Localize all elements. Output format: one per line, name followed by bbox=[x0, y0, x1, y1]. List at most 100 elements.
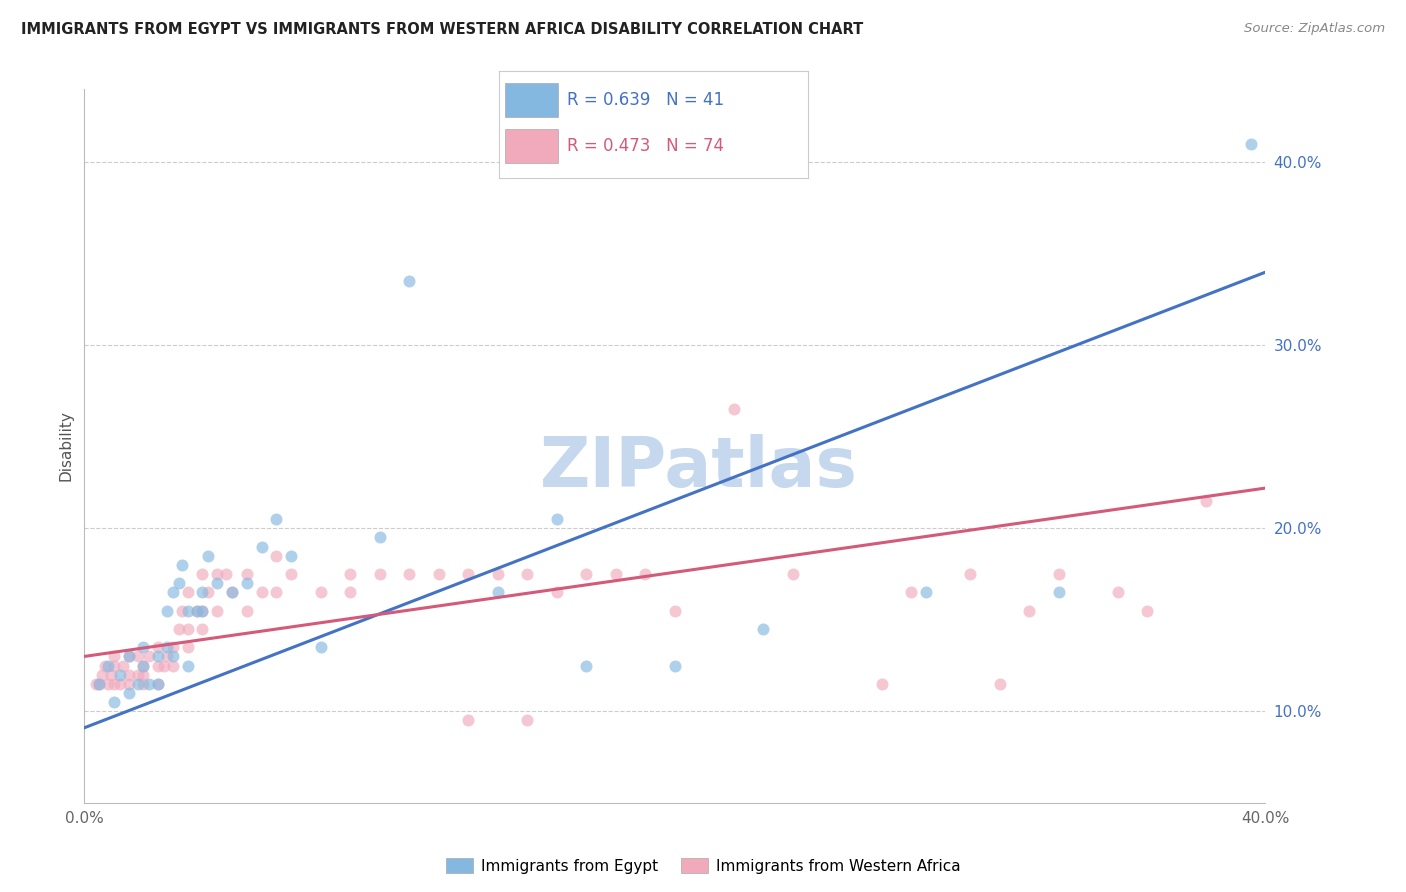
Point bbox=[148, 677, 170, 691]
Point bbox=[309, 640, 332, 655]
Point bbox=[118, 667, 141, 681]
Point bbox=[103, 695, 125, 709]
Point bbox=[368, 531, 391, 545]
Point bbox=[148, 658, 170, 673]
Point bbox=[457, 567, 479, 582]
Point bbox=[156, 640, 179, 655]
Point bbox=[664, 658, 686, 673]
Point bbox=[138, 649, 160, 664]
Point bbox=[914, 585, 936, 599]
Point bbox=[782, 567, 804, 582]
Point bbox=[664, 604, 686, 618]
Point bbox=[250, 540, 273, 554]
Point bbox=[1240, 137, 1263, 152]
Point bbox=[162, 658, 184, 673]
Point bbox=[1018, 604, 1040, 618]
Point bbox=[1047, 567, 1070, 582]
Point bbox=[264, 549, 288, 563]
Point bbox=[167, 576, 190, 591]
Text: IMMIGRANTS FROM EGYPT VS IMMIGRANTS FROM WESTERN AFRICA DISABILITY CORRELATION C: IMMIGRANTS FROM EGYPT VS IMMIGRANTS FROM… bbox=[21, 22, 863, 37]
Point bbox=[132, 640, 155, 655]
Point bbox=[205, 604, 228, 618]
Text: R = 0.473   N = 74: R = 0.473 N = 74 bbox=[567, 137, 724, 155]
Point bbox=[186, 604, 208, 618]
Point bbox=[177, 585, 200, 599]
Point bbox=[191, 604, 214, 618]
Point bbox=[177, 622, 200, 636]
Point bbox=[516, 567, 538, 582]
Point bbox=[250, 585, 273, 599]
Point bbox=[118, 677, 141, 691]
Point bbox=[959, 567, 981, 582]
Point bbox=[197, 549, 219, 563]
Point bbox=[118, 649, 141, 664]
Point bbox=[486, 585, 509, 599]
Point bbox=[605, 567, 627, 582]
Point bbox=[191, 604, 214, 618]
Point bbox=[516, 714, 538, 728]
Point bbox=[177, 640, 200, 655]
Point bbox=[153, 658, 176, 673]
Point bbox=[94, 658, 117, 673]
Point bbox=[221, 585, 243, 599]
Point bbox=[205, 567, 228, 582]
Point bbox=[127, 667, 149, 681]
Point bbox=[91, 667, 114, 681]
Point bbox=[84, 677, 107, 691]
Point bbox=[398, 274, 420, 288]
Point bbox=[280, 567, 302, 582]
Point bbox=[148, 677, 170, 691]
Point bbox=[546, 585, 568, 599]
Point bbox=[280, 549, 302, 563]
Point bbox=[309, 585, 332, 599]
Point bbox=[1195, 494, 1218, 508]
Point bbox=[221, 585, 243, 599]
Point bbox=[103, 649, 125, 664]
Point bbox=[215, 567, 238, 582]
Point bbox=[132, 658, 155, 673]
Text: Source: ZipAtlas.com: Source: ZipAtlas.com bbox=[1244, 22, 1385, 36]
Point bbox=[127, 677, 149, 691]
Point bbox=[170, 558, 193, 572]
Point bbox=[111, 658, 134, 673]
Point bbox=[170, 604, 193, 618]
Point bbox=[900, 585, 922, 599]
Point bbox=[127, 649, 149, 664]
Point bbox=[197, 585, 219, 599]
Point bbox=[103, 677, 125, 691]
Point bbox=[186, 604, 208, 618]
Point bbox=[870, 677, 893, 691]
Point bbox=[167, 622, 190, 636]
Legend: Immigrants from Egypt, Immigrants from Western Africa: Immigrants from Egypt, Immigrants from W… bbox=[440, 852, 966, 880]
Point bbox=[1107, 585, 1129, 599]
Point bbox=[427, 567, 450, 582]
Text: R = 0.639   N = 41: R = 0.639 N = 41 bbox=[567, 91, 724, 109]
Point bbox=[162, 649, 184, 664]
Point bbox=[191, 567, 214, 582]
Point bbox=[1136, 604, 1159, 618]
Point bbox=[634, 567, 657, 582]
Point bbox=[457, 714, 479, 728]
Point bbox=[118, 686, 141, 700]
Point bbox=[236, 567, 259, 582]
Point bbox=[575, 658, 598, 673]
Point bbox=[723, 402, 745, 417]
Point bbox=[132, 677, 155, 691]
Point bbox=[575, 567, 598, 582]
Point bbox=[100, 667, 122, 681]
Point bbox=[191, 585, 214, 599]
Point bbox=[368, 567, 391, 582]
Point bbox=[988, 677, 1011, 691]
Point bbox=[118, 649, 141, 664]
Point bbox=[205, 576, 228, 591]
Point bbox=[97, 677, 120, 691]
FancyBboxPatch shape bbox=[505, 83, 558, 118]
Point bbox=[89, 677, 111, 691]
Point bbox=[148, 649, 170, 664]
Point bbox=[162, 585, 184, 599]
Point bbox=[108, 667, 131, 681]
Point bbox=[103, 658, 125, 673]
Point bbox=[236, 576, 259, 591]
Point bbox=[177, 658, 200, 673]
FancyBboxPatch shape bbox=[505, 129, 558, 163]
